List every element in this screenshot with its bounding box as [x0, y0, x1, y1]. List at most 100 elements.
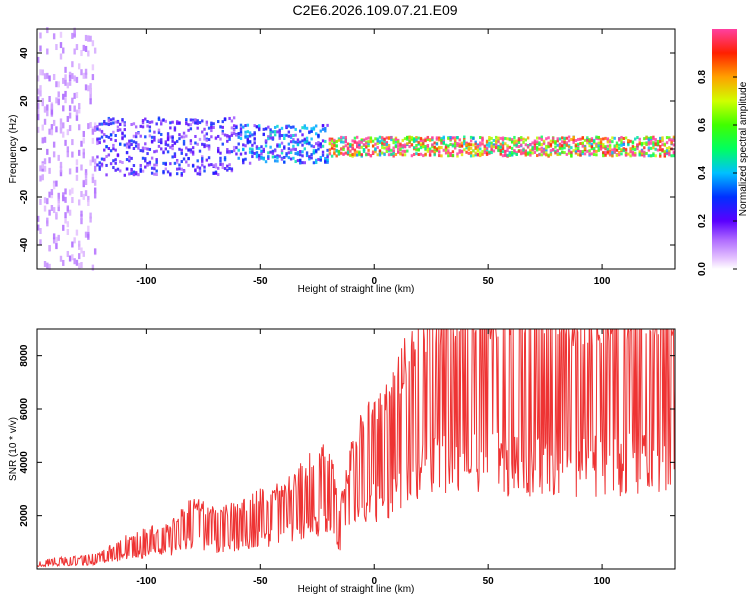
- heatmap-cell: [604, 150, 607, 154]
- heatmap-cell: [78, 243, 81, 250]
- heatmap-cell: [237, 148, 240, 152]
- heatmap-cell: [371, 139, 375, 143]
- heatmap-cell: [599, 147, 603, 151]
- heatmap-cell: [189, 148, 193, 152]
- heatmap-cell: [198, 166, 202, 170]
- heatmap-cell: [103, 119, 106, 123]
- heatmap-cell: [207, 138, 211, 142]
- colorbar: 0.00.20.40.60.8 Normalized spectral ampl…: [697, 29, 749, 276]
- heatmap-cell: [203, 143, 206, 147]
- heatmap-cell: [367, 144, 370, 148]
- heatmap-cell: [62, 224, 65, 231]
- heatmap-cell: [262, 147, 265, 151]
- heatmap-cell: [157, 138, 161, 142]
- heatmap-cell: [198, 172, 202, 176]
- heatmap-cell: [490, 151, 493, 155]
- heatmap-cell: [50, 204, 54, 211]
- heatmap-cell: [453, 139, 457, 143]
- heatmap-cell: [283, 160, 286, 164]
- heatmap-cell: [80, 140, 83, 147]
- heatmap-cell: [321, 127, 325, 131]
- heatmap-cell: [73, 92, 76, 99]
- heatmap-cell: [41, 162, 44, 169]
- heatmap-cell: [652, 143, 655, 147]
- heatmap-cell: [37, 75, 40, 82]
- heatmap-cell: [620, 135, 623, 139]
- heatmap-cell: [246, 137, 250, 141]
- heatmap-cell: [228, 137, 231, 141]
- heatmap-cell: [356, 150, 359, 154]
- heatmap-cell: [148, 147, 152, 151]
- heatmap-cell: [68, 255, 72, 262]
- heatmap-cell: [376, 153, 379, 157]
- heatmap-cell: [146, 163, 149, 167]
- heatmap-cell: [356, 135, 359, 139]
- heatmap-cell: [160, 141, 163, 145]
- heatmap-cell: [340, 137, 343, 141]
- heatmap-cell: [37, 114, 40, 121]
- heatmap-cell: [342, 136, 345, 140]
- heatmap-cell: [89, 35, 92, 42]
- heatmap-cell: [661, 148, 664, 152]
- heatmap-cell: [513, 143, 516, 147]
- heatmap-cell: [137, 173, 140, 177]
- heatmap-cell: [579, 137, 582, 141]
- heatmap-cell: [604, 136, 607, 140]
- heatmap-cell: [39, 198, 42, 205]
- heatmap-cell: [362, 147, 366, 151]
- heatmap-cell: [43, 205, 47, 212]
- heatmap-cell: [130, 167, 133, 171]
- heatmap-cell: [57, 192, 60, 199]
- heatmap-cell: [226, 150, 229, 154]
- heatmap-cell: [631, 147, 635, 151]
- heatmap-cell: [114, 168, 117, 172]
- heatmap-cell: [570, 154, 573, 158]
- heatmap-cell: [112, 159, 115, 163]
- heatmap-cell: [50, 192, 54, 199]
- heatmap-cell: [230, 150, 234, 154]
- heatmap-cell: [599, 143, 603, 147]
- heatmap-cell: [449, 142, 452, 146]
- heatmap-cell: [175, 160, 179, 164]
- heatmap-cell: [205, 120, 209, 124]
- heatmap-cell: [144, 142, 147, 146]
- heatmap-cell: [545, 153, 548, 157]
- heatmap-cell: [68, 79, 72, 86]
- heatmap-cell: [563, 146, 566, 150]
- heatmap-cell: [52, 233, 56, 240]
- heatmap-cell: [178, 147, 181, 151]
- heatmap-cell: [239, 133, 243, 137]
- heatmap-cell: [460, 144, 464, 148]
- heatmap-cell: [93, 122, 97, 129]
- heatmap-cell: [574, 151, 578, 155]
- heatmap-cell: [479, 136, 482, 140]
- heatmap-cell: [499, 148, 502, 152]
- heatmap-cell: [419, 139, 423, 143]
- heatmap-cell: [52, 207, 56, 214]
- heatmap-cell: [321, 150, 325, 154]
- heatmap-cell: [175, 159, 179, 163]
- heatmap-cell: [599, 140, 603, 144]
- heatmap-cell: [64, 212, 67, 219]
- heatmap-cell: [312, 149, 316, 153]
- heatmap-cell: [214, 171, 218, 175]
- heatmap-cell: [292, 133, 295, 137]
- heatmap-cell: [98, 141, 101, 145]
- heatmap-cell: [447, 137, 450, 141]
- heatmap-cell: [43, 158, 47, 165]
- heatmap-cell: [294, 147, 297, 151]
- heatmap-cell: [214, 163, 218, 167]
- heatmap-cell: [479, 147, 482, 151]
- heatmap-cell: [182, 135, 186, 139]
- heatmap-cell: [132, 164, 136, 168]
- heatmap-cell: [132, 134, 136, 138]
- heatmap-cell: [403, 149, 407, 153]
- heatmap-cell: [649, 136, 653, 140]
- heatmap-cell: [191, 150, 195, 154]
- heatmap-cell: [305, 140, 309, 144]
- heatmap-cell: [351, 143, 354, 147]
- heatmap-cell: [367, 136, 370, 140]
- heatmap-cell: [210, 125, 213, 129]
- heatmap-cell: [125, 145, 129, 149]
- heatmap-cell: [162, 151, 165, 155]
